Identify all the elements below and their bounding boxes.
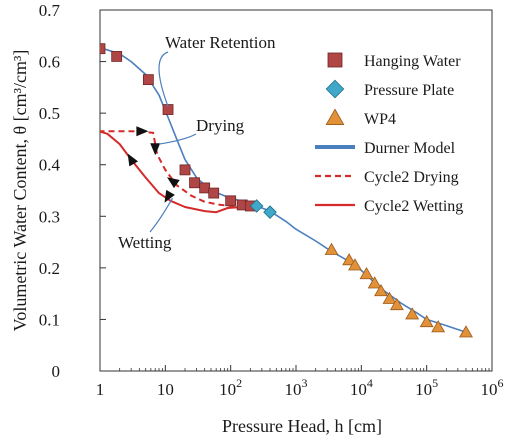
leader-wetting bbox=[149, 197, 174, 233]
data-point-wp4-10 bbox=[431, 320, 446, 333]
annotations: Water Retention Drying Wetting bbox=[118, 33, 276, 252]
data-point-hanging-water-1 bbox=[111, 51, 123, 62]
y-tick-label-0: 0 bbox=[52, 362, 61, 381]
data-point-hanging-water-4 bbox=[179, 164, 191, 176]
arrow-drying-down bbox=[150, 143, 161, 156]
series-layer bbox=[100, 43, 473, 338]
annotation-drying: Drying bbox=[196, 116, 245, 135]
legend-symbol-hanging-water bbox=[327, 52, 343, 68]
legend: Hanging Water Pressure Plate WP4 Durner Mod… bbox=[315, 52, 463, 215]
axes: 1 10 102 103 104 105 106 0 0.1 0.2 0.3 0.4 0.5 0.6 0.7… bbox=[10, 1, 504, 436]
legend-label-cycle2-wetting: Cycle2 Wetting bbox=[364, 198, 463, 215]
legend-label-hanging-water: Hanging Water bbox=[364, 53, 461, 70]
data-point-hanging-water-7 bbox=[208, 187, 220, 199]
legend-label-pressure-plate: Pressure Plate bbox=[364, 82, 454, 99]
x-axis-title: Pressure Head, h [cm] bbox=[222, 416, 382, 436]
legend-label-durner-model: Durner Model bbox=[364, 140, 456, 157]
arrow-drying-right bbox=[136, 126, 149, 137]
data-point-wp4-0 bbox=[324, 242, 339, 255]
data-point-pressure-plate-0 bbox=[249, 199, 264, 213]
x-tick-label-1: 10 bbox=[157, 380, 174, 399]
arrow-wetting-up bbox=[127, 153, 139, 167]
leader-drying bbox=[159, 133, 197, 145]
data-point-wp4-3 bbox=[359, 266, 374, 280]
data-point-wp4-11 bbox=[459, 325, 473, 338]
x-tick-label-5: 105 bbox=[415, 376, 438, 399]
data-point-wp4-7 bbox=[389, 297, 404, 311]
data-point-hanging-water-6 bbox=[199, 182, 211, 194]
data-point-pressure-plate-1 bbox=[263, 205, 277, 219]
y-tick-label-3: 0.3 bbox=[39, 207, 60, 226]
annotation-water-retention: Water Retention bbox=[165, 33, 276, 52]
data-point-wp4-9 bbox=[419, 314, 434, 328]
data-point-wp4-5 bbox=[374, 284, 388, 297]
legend-symbol-pressure-plate bbox=[325, 79, 345, 99]
y-tick-label-6: 0.6 bbox=[39, 53, 60, 72]
y-tick-label-4: 0.4 bbox=[39, 156, 61, 175]
arrow-wetting-down-head bbox=[164, 189, 175, 203]
annotation-wetting: Wetting bbox=[118, 233, 172, 252]
data-point-hanging-water-3 bbox=[162, 104, 174, 115]
data-point-wp4-2 bbox=[348, 258, 362, 271]
legend-label-cycle2-drying: Cycle2 Drying bbox=[364, 169, 459, 186]
x-tick-label-0: 1 bbox=[96, 380, 105, 399]
arrow-wetting-up-head bbox=[127, 153, 139, 167]
data-point-hanging-water-8 bbox=[225, 195, 237, 207]
y-tick-label-5: 0.5 bbox=[39, 104, 60, 123]
y-tick-label-1: 0.1 bbox=[39, 310, 60, 329]
data-point-wp4-4 bbox=[367, 276, 382, 289]
x-tick-label-3: 103 bbox=[285, 376, 308, 399]
x-tick-label-6: 106 bbox=[481, 376, 504, 399]
legend-symbol-wp4 bbox=[325, 108, 345, 125]
data-point-wp4-1 bbox=[342, 253, 357, 266]
data-point-wp4-8 bbox=[405, 307, 420, 320]
data-point-hanging-water-2 bbox=[142, 74, 154, 86]
data-point-hanging-water-0 bbox=[100, 43, 106, 55]
x-tick-label-4: 104 bbox=[350, 376, 373, 399]
data-point-hanging-water-5 bbox=[189, 177, 200, 189]
y-tick-label-2: 0.2 bbox=[39, 259, 60, 278]
leader-water-retention bbox=[158, 51, 169, 107]
arrow-drying-right-head bbox=[136, 126, 149, 137]
x-tick-label-2: 102 bbox=[219, 376, 242, 399]
legend-label-wp4: WP4 bbox=[364, 111, 396, 128]
arrow-wetting-down bbox=[164, 189, 175, 203]
series-line-cycle2-drying bbox=[100, 130, 257, 208]
arrow-wetting-mid-head bbox=[167, 177, 180, 189]
data-point-wp4-6 bbox=[382, 291, 397, 304]
arrow-wetting-mid bbox=[167, 177, 180, 189]
y-axis-title: Volumetric Water Content, θ [cm³/cm³] bbox=[10, 50, 30, 332]
arrow-drying-down-head bbox=[150, 143, 161, 156]
y-tick-label-7: 0.7 bbox=[39, 1, 61, 20]
